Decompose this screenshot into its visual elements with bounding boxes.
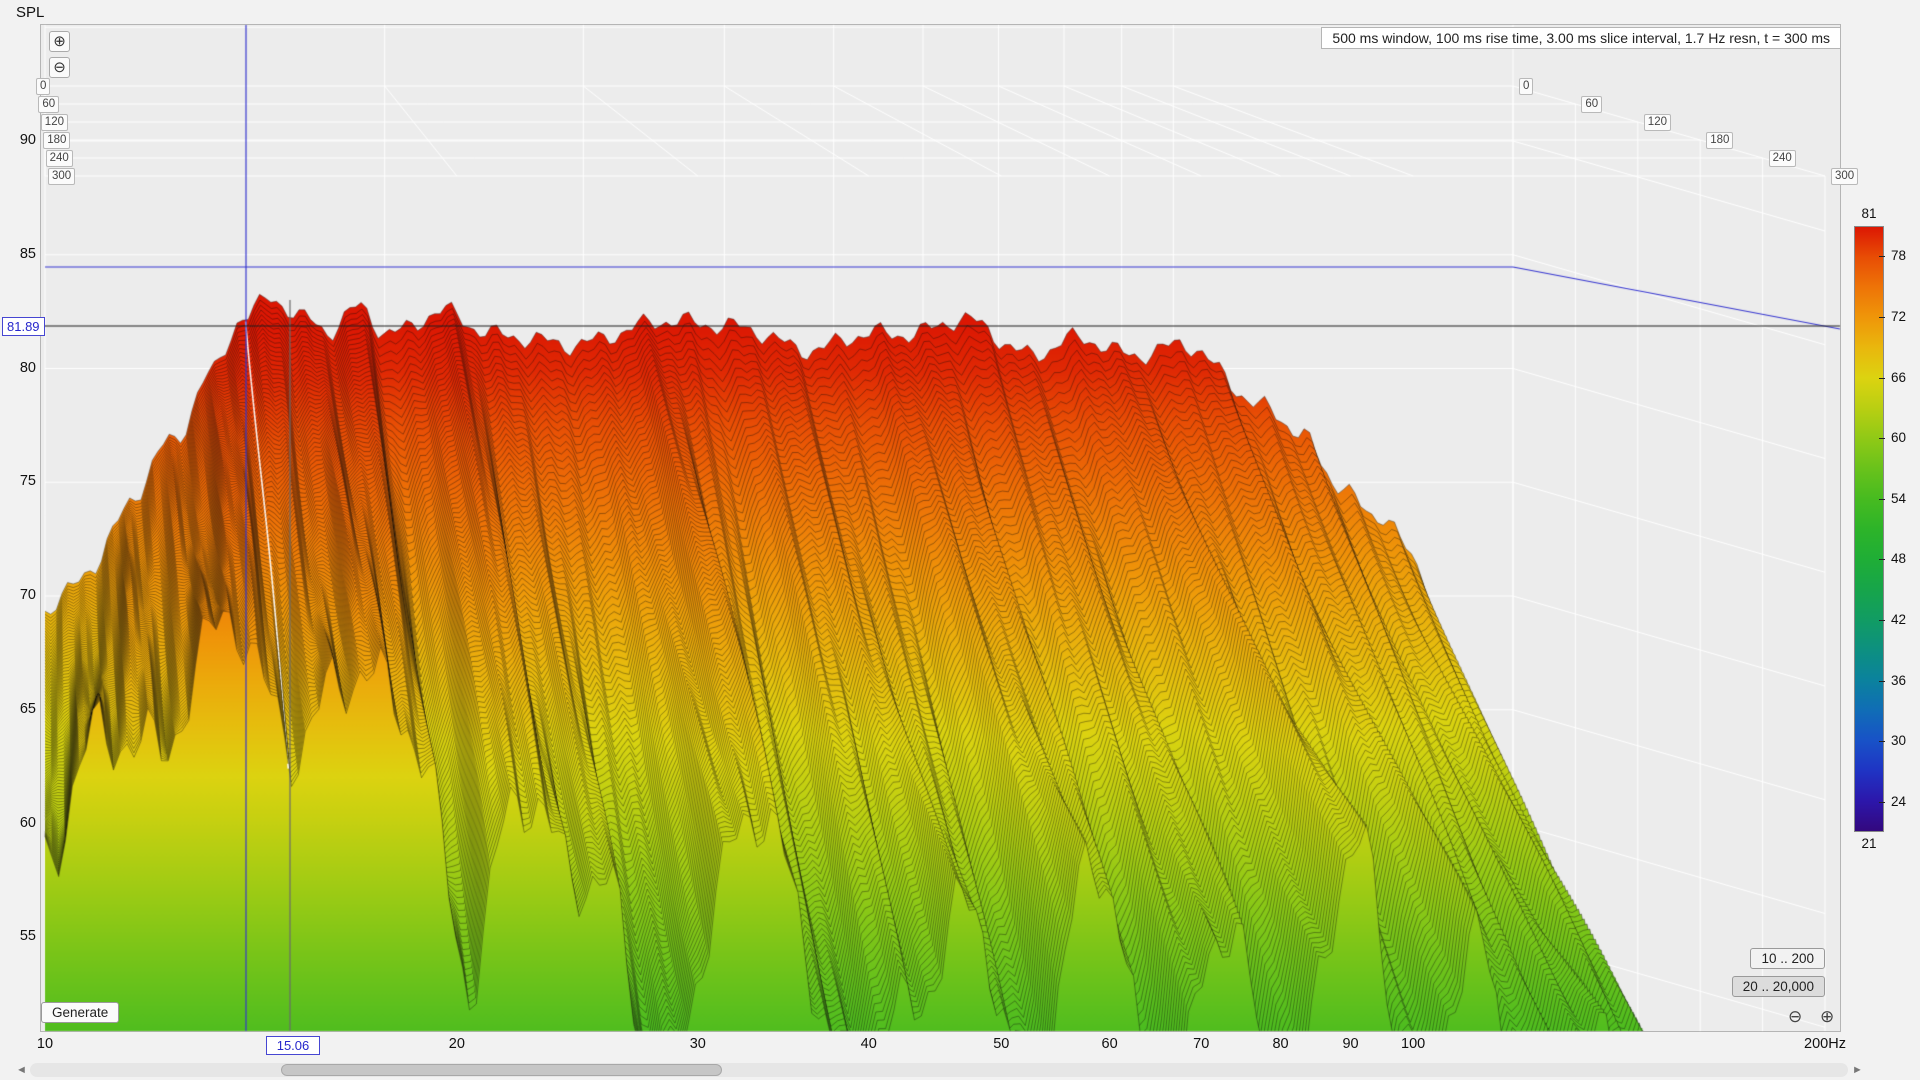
scroll-right-icon[interactable]: ►	[1852, 1064, 1863, 1076]
freq-range-narrow-button[interactable]: 10 .. 200	[1750, 948, 1825, 969]
colorbar-tick-mark	[1879, 801, 1885, 803]
colorbar-tick-mark	[1879, 316, 1885, 318]
spl-axis-tick: 65	[19, 700, 36, 717]
colorbar-min-label: 21	[1861, 836, 1877, 851]
freq-axis-tick: 90	[1342, 1036, 1359, 1052]
colorbar-tick-label: 24	[1891, 793, 1907, 809]
spl-axis-tick: 60	[19, 814, 36, 831]
freq-cursor-readout: 15.06	[266, 1036, 320, 1055]
colorbar-tick-label: 36	[1891, 672, 1907, 688]
time-axis-tick-left: 240	[45, 150, 73, 167]
spl-colorbar	[1854, 226, 1884, 832]
freq-axis-tick: 30	[689, 1036, 706, 1052]
colorbar-tick-mark	[1879, 619, 1885, 621]
colorbar-tick-mark	[1879, 680, 1885, 682]
colorbar-tick-mark	[1879, 559, 1885, 561]
freq-axis-tick: 70	[1193, 1036, 1210, 1052]
time-axis-tick-right: 0	[1519, 78, 1534, 95]
time-axis-tick-left: 180	[43, 132, 71, 149]
colorbar-tick-mark	[1879, 438, 1885, 440]
spl-axis-tick: 70	[19, 587, 36, 603]
time-axis-tick-right: 60	[1581, 96, 1603, 113]
spl-axis-tick: 80	[19, 359, 36, 376]
freq-axis-tick: 60	[1101, 1036, 1118, 1052]
colorbar-tick-label: 54	[1891, 490, 1907, 506]
colorbar-tick-label: 30	[1891, 733, 1907, 749]
time-axis-tick-left: 60	[38, 96, 60, 113]
generate-button[interactable]: Generate	[41, 1002, 120, 1023]
colorbar-tick-label: 66	[1891, 369, 1907, 385]
colorbar-tick-label: 60	[1891, 430, 1907, 446]
scroll-left-icon[interactable]: ◄	[16, 1064, 27, 1076]
spl-axis-tick: 90	[19, 132, 36, 148]
time-axis-tick-right: 300	[1831, 168, 1859, 185]
freq-axis-tick: 10	[36, 1036, 54, 1052]
freq-range-full-button[interactable]: 20 .. 20,000	[1731, 976, 1825, 997]
freq-axis-tick: 50	[993, 1036, 1010, 1052]
scrollbar-thumb[interactable]	[281, 1064, 722, 1076]
time-axis-tick-left: 0	[36, 78, 51, 95]
time-axis-tick-right: 240	[1768, 150, 1796, 167]
spl-axis-tick: 85	[19, 245, 36, 262]
colorbar-tick-label: 72	[1891, 308, 1907, 324]
colorbar-tick-label: 78	[1891, 248, 1907, 264]
measurement-info-bar: 500 ms window, 100 ms rise time, 3.00 ms…	[1321, 27, 1841, 49]
shrink-graph-icon[interactable]: ⊖	[1788, 1007, 1803, 1026]
grow-graph-icon[interactable]: ⊕	[1820, 1007, 1835, 1026]
colorbar-max-label: 81	[1861, 206, 1877, 221]
spl-axis-tick: 75	[19, 473, 36, 490]
zoom-in-button[interactable]: ⊕	[49, 31, 70, 52]
freq-axis-tick: 20	[448, 1036, 465, 1052]
time-axis-tick-right: 180	[1706, 132, 1734, 149]
colorbar-tick-mark	[1879, 498, 1885, 500]
time-axis-tick-left: 120	[40, 114, 68, 131]
colorbar-tick-mark	[1879, 256, 1885, 258]
freq-axis-tick: 200Hz	[1804, 1036, 1846, 1052]
time-axis-tick-left: 300	[48, 168, 76, 185]
freq-axis-tick: 80	[1272, 1036, 1289, 1052]
zoom-out-button[interactable]: ⊖	[49, 57, 70, 78]
colorbar-tick-label: 48	[1891, 551, 1907, 567]
freq-axis-tick: 40	[860, 1036, 877, 1052]
time-axis-tick-right: 120	[1643, 114, 1671, 131]
freq-axis-tick: 100	[1401, 1036, 1426, 1052]
horizontal-scrollbar[interactable]	[30, 1063, 1848, 1077]
colorbar-tick-mark	[1879, 741, 1885, 743]
spl-cursor-readout: 81.89	[2, 317, 45, 336]
spl-axis-tick: 55	[19, 928, 36, 945]
colorbar-tick-mark	[1879, 377, 1885, 379]
colorbar-tick-label: 42	[1891, 611, 1907, 627]
